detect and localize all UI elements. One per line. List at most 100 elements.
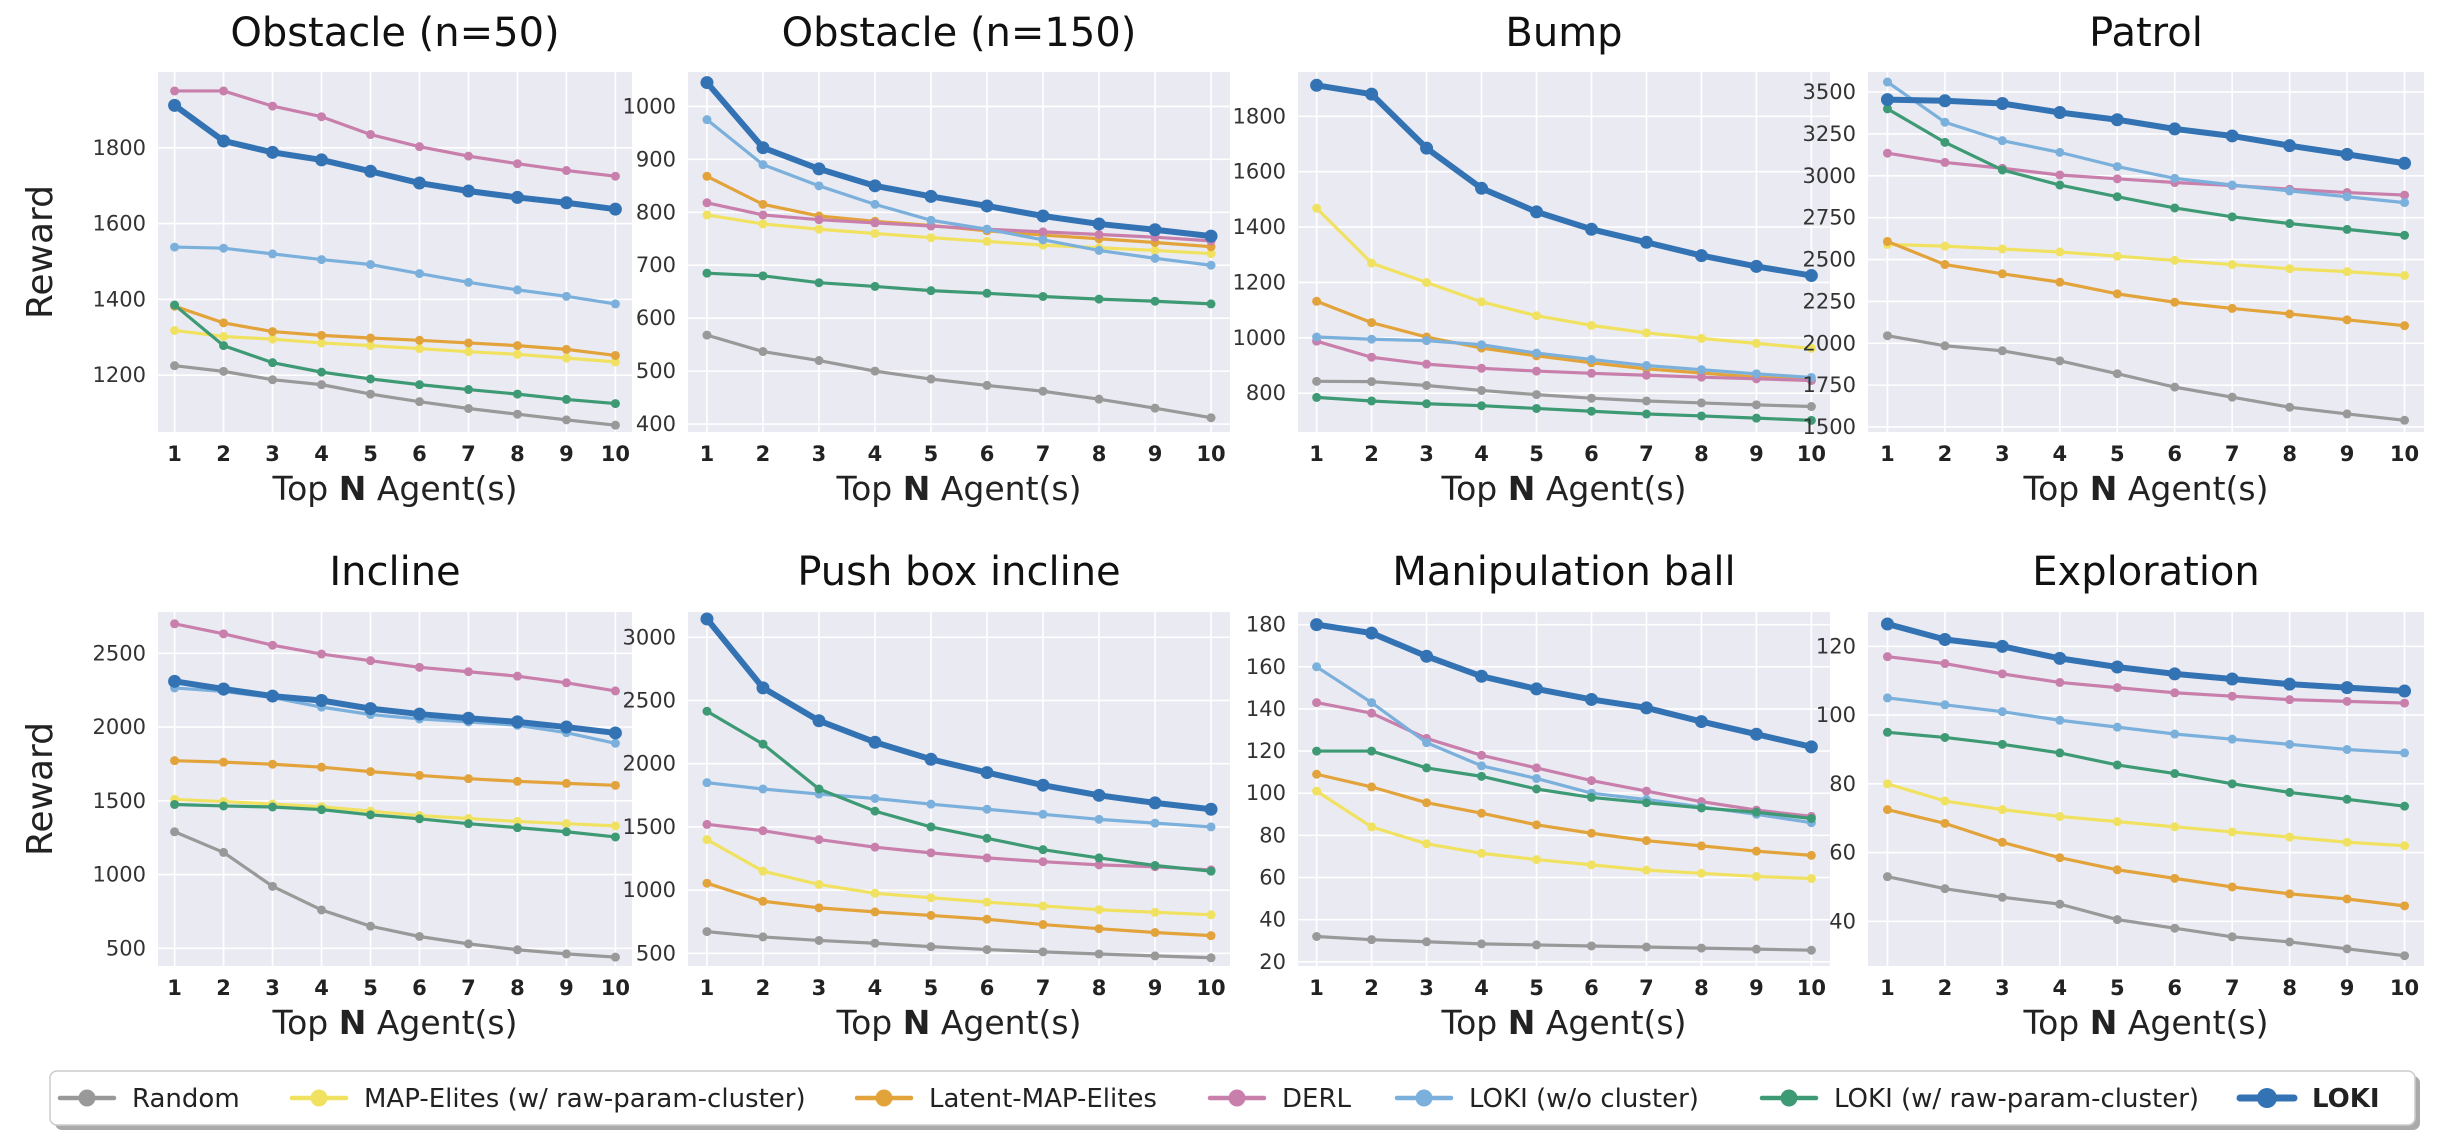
y-tick-label: 1500 xyxy=(623,815,676,839)
x-tick-label: 10 xyxy=(1797,976,1826,1000)
data-point xyxy=(1094,294,1104,304)
y-tick-label: 100 xyxy=(1816,703,1856,727)
series-line xyxy=(706,709,1212,873)
data-point xyxy=(1938,632,1952,646)
x-tick-label: 8 xyxy=(510,976,525,1000)
x-tick-label: 9 xyxy=(1749,442,1764,466)
data-point xyxy=(1367,377,1377,387)
x-tick-label: 7 xyxy=(461,442,476,466)
plot-area xyxy=(158,72,632,432)
data-point xyxy=(1806,415,1816,425)
series-latent-map-elites xyxy=(1312,769,1816,860)
data-point xyxy=(2112,915,2122,925)
x-tick-label: 9 xyxy=(2340,976,2355,1000)
series-loki-w-o-cluster xyxy=(1882,693,2410,758)
data-point xyxy=(1367,334,1377,344)
series-line xyxy=(1316,749,1812,821)
x-tick-label: 6 xyxy=(1584,442,1599,466)
y-tick-label: 1400 xyxy=(1233,215,1286,239)
data-point xyxy=(2400,270,2410,280)
data-point xyxy=(1751,400,1761,410)
data-point xyxy=(1586,406,1596,416)
data-point xyxy=(1940,260,1950,270)
x-tick-label: 3 xyxy=(1419,976,1434,1000)
y-tick-label: 3000 xyxy=(623,625,676,649)
x-tick-label: 3 xyxy=(812,976,827,1000)
data-point xyxy=(1094,905,1104,915)
series-latent-map-elites xyxy=(170,756,620,790)
series-line xyxy=(174,364,616,427)
x-axis-label: Top N Agent(s) xyxy=(272,1003,518,1042)
data-point xyxy=(1150,245,1160,255)
series-loki-w-o-cluster xyxy=(170,242,620,309)
data-point xyxy=(366,810,376,820)
data-point xyxy=(512,945,522,955)
legend-swatch-marker xyxy=(1780,1089,1798,1107)
data-point xyxy=(219,629,229,639)
data-point xyxy=(1206,910,1216,920)
x-axis-label: Top N Agent(s) xyxy=(1441,469,1687,508)
data-point xyxy=(512,776,522,786)
series-line xyxy=(706,333,1212,420)
x-tick-label: 1 xyxy=(1309,976,1324,1000)
data-point xyxy=(1586,828,1596,838)
x-tick-label: 3 xyxy=(1419,442,1434,466)
data-point xyxy=(980,766,994,780)
y-tick-label: 2750 xyxy=(1803,206,1856,230)
data-point xyxy=(1477,297,1487,307)
series-loki xyxy=(1310,78,1818,283)
data-point xyxy=(870,281,880,291)
data-point xyxy=(1206,413,1216,423)
data-point xyxy=(1882,331,1892,341)
data-point xyxy=(412,176,426,190)
data-point xyxy=(1475,181,1489,195)
x-tick-label: 10 xyxy=(1196,976,1225,1000)
data-point xyxy=(414,770,424,780)
data-point xyxy=(1997,165,2007,175)
y-tick-label: 800 xyxy=(1246,381,1286,405)
series-latent-map-elites xyxy=(702,878,1216,941)
data-point xyxy=(512,349,522,359)
data-point xyxy=(2227,734,2237,744)
series-line xyxy=(174,622,616,693)
data-point xyxy=(1367,352,1377,362)
data-point xyxy=(980,199,994,213)
data-point xyxy=(870,888,880,898)
data-point xyxy=(756,141,770,155)
legend-item-latent-map-elites: Latent-MAP-Elites xyxy=(854,1084,1157,1114)
data-point xyxy=(1038,901,1048,911)
data-point xyxy=(2170,297,2180,307)
data-point xyxy=(414,142,424,152)
data-point xyxy=(512,159,522,169)
data-point xyxy=(1477,939,1487,949)
data-point xyxy=(2400,698,2410,708)
data-point xyxy=(1586,320,1596,330)
data-point xyxy=(1530,682,1544,696)
data-point xyxy=(1940,796,1950,806)
data-point xyxy=(2400,198,2410,208)
subplot-title: Push box incline xyxy=(797,549,1120,595)
data-point xyxy=(1092,788,1106,802)
subplot-title: Manipulation ball xyxy=(1392,549,1735,595)
x-tick-label: 3 xyxy=(265,442,280,466)
data-point xyxy=(1036,778,1050,792)
data-point xyxy=(2283,139,2297,153)
data-point xyxy=(510,190,524,204)
data-point xyxy=(1641,865,1651,875)
legend-swatch-marker xyxy=(310,1089,328,1107)
legend-item-map-elites-w-raw-param-cluster: MAP-Elites (w/ raw-param-cluster) xyxy=(289,1084,806,1114)
data-point xyxy=(364,702,378,716)
data-point xyxy=(1806,850,1816,860)
subplot-title: Obstacle (n=150) xyxy=(782,10,1137,56)
data-point xyxy=(2053,651,2067,665)
data-point xyxy=(814,879,824,889)
data-point xyxy=(1641,836,1651,846)
data-point xyxy=(366,341,376,351)
data-point xyxy=(1422,380,1432,390)
data-point xyxy=(2055,677,2065,687)
data-point xyxy=(926,848,936,858)
data-point xyxy=(2400,415,2410,425)
data-point xyxy=(219,243,229,253)
x-tick-label: 8 xyxy=(1694,442,1709,466)
subplot-push-box-incline: 500 1000 1500 2000 2500 3000 1 2 3 4 5 6 7 8 9 10 Push b… xyxy=(623,549,1230,1042)
